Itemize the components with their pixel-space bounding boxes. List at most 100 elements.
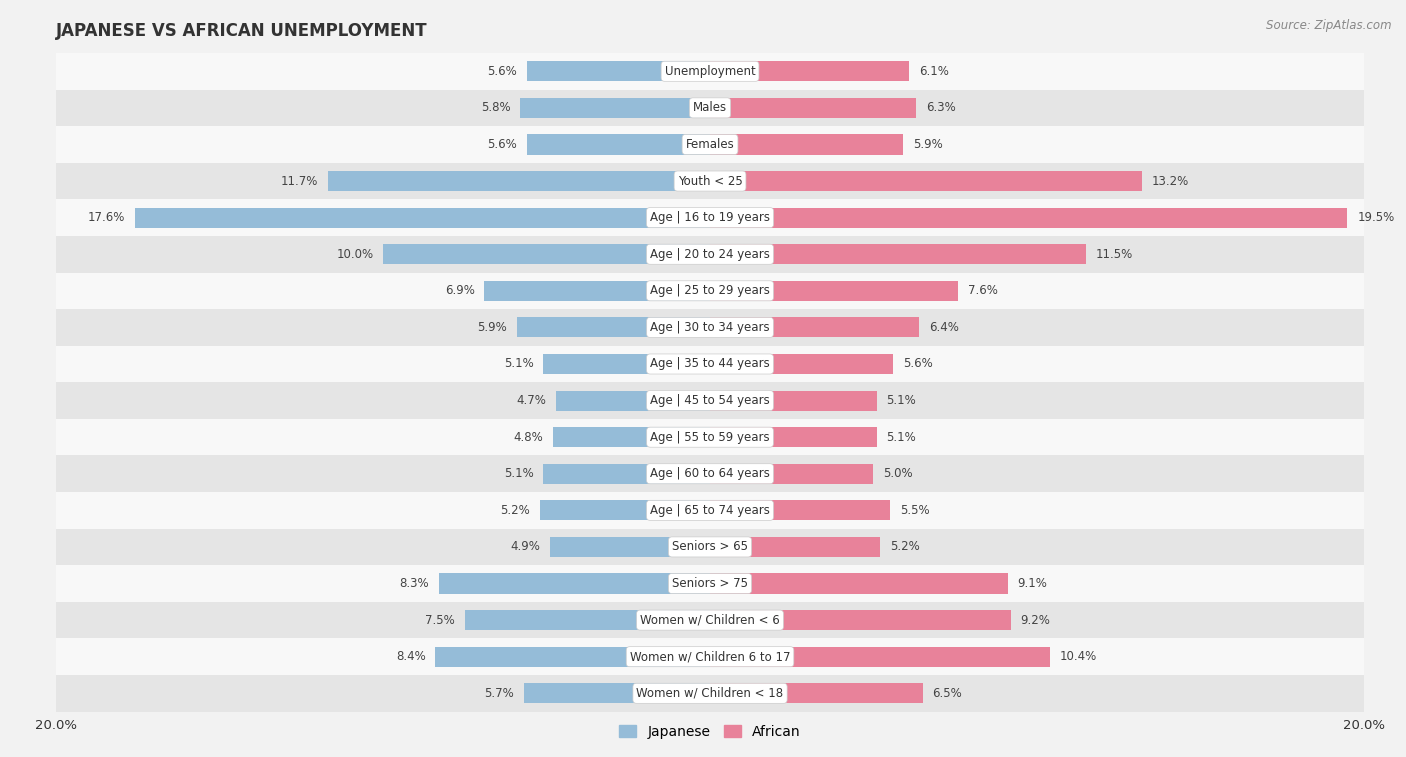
Text: 6.1%: 6.1% xyxy=(920,65,949,78)
Text: Age | 16 to 19 years: Age | 16 to 19 years xyxy=(650,211,770,224)
Bar xyxy=(382,245,710,264)
Text: Age | 30 to 34 years: Age | 30 to 34 years xyxy=(650,321,770,334)
Bar xyxy=(56,236,1364,273)
Bar xyxy=(56,163,1364,199)
Bar xyxy=(527,61,710,81)
Bar xyxy=(56,456,1364,492)
Bar xyxy=(56,419,1364,456)
Text: 4.9%: 4.9% xyxy=(510,540,540,553)
Bar xyxy=(710,281,959,301)
Bar xyxy=(710,171,1142,191)
Bar xyxy=(135,207,710,228)
Text: 10.0%: 10.0% xyxy=(336,248,374,260)
Text: 5.8%: 5.8% xyxy=(481,101,510,114)
Bar xyxy=(543,464,710,484)
Text: 5.1%: 5.1% xyxy=(503,357,533,370)
Bar xyxy=(56,565,1364,602)
Text: 5.6%: 5.6% xyxy=(488,65,517,78)
Bar xyxy=(710,500,890,520)
Bar xyxy=(553,427,710,447)
Text: Seniors > 65: Seniors > 65 xyxy=(672,540,748,553)
Bar xyxy=(550,537,710,557)
Text: Youth < 25: Youth < 25 xyxy=(678,175,742,188)
Bar xyxy=(56,273,1364,309)
Text: 6.4%: 6.4% xyxy=(929,321,959,334)
Bar xyxy=(523,684,710,703)
Bar xyxy=(436,646,710,667)
Text: Males: Males xyxy=(693,101,727,114)
Text: Seniors > 75: Seniors > 75 xyxy=(672,577,748,590)
Text: 5.1%: 5.1% xyxy=(887,431,917,444)
Bar xyxy=(465,610,710,630)
Bar xyxy=(527,135,710,154)
Bar xyxy=(485,281,710,301)
Text: 4.8%: 4.8% xyxy=(513,431,543,444)
Bar xyxy=(517,317,710,338)
Legend: Japanese, African: Japanese, African xyxy=(614,719,806,744)
Bar xyxy=(56,602,1364,638)
Bar xyxy=(56,126,1364,163)
Bar xyxy=(439,574,710,593)
Bar xyxy=(56,199,1364,236)
Bar xyxy=(56,492,1364,528)
Text: 8.3%: 8.3% xyxy=(399,577,429,590)
Bar xyxy=(710,574,1008,593)
Text: 4.7%: 4.7% xyxy=(517,394,547,407)
Bar xyxy=(710,427,877,447)
Bar xyxy=(710,354,893,374)
Text: Age | 45 to 54 years: Age | 45 to 54 years xyxy=(650,394,770,407)
Text: Age | 25 to 29 years: Age | 25 to 29 years xyxy=(650,285,770,298)
Bar xyxy=(56,346,1364,382)
Text: 7.6%: 7.6% xyxy=(969,285,998,298)
Bar xyxy=(56,638,1364,675)
Bar xyxy=(710,391,877,410)
Text: 8.4%: 8.4% xyxy=(396,650,426,663)
Text: Women w/ Children < 6: Women w/ Children < 6 xyxy=(640,614,780,627)
Text: 5.2%: 5.2% xyxy=(890,540,920,553)
Bar xyxy=(328,171,710,191)
Bar xyxy=(710,646,1050,667)
Text: 13.2%: 13.2% xyxy=(1152,175,1188,188)
Bar xyxy=(710,245,1085,264)
Bar xyxy=(557,391,710,410)
Text: JAPANESE VS AFRICAN UNEMPLOYMENT: JAPANESE VS AFRICAN UNEMPLOYMENT xyxy=(56,22,427,40)
Bar xyxy=(710,537,880,557)
Text: 6.9%: 6.9% xyxy=(444,285,475,298)
Text: Age | 60 to 64 years: Age | 60 to 64 years xyxy=(650,467,770,480)
Text: 5.5%: 5.5% xyxy=(900,504,929,517)
Text: 11.5%: 11.5% xyxy=(1095,248,1133,260)
Text: Women w/ Children 6 to 17: Women w/ Children 6 to 17 xyxy=(630,650,790,663)
Bar xyxy=(710,684,922,703)
Bar xyxy=(56,53,1364,89)
Text: 5.9%: 5.9% xyxy=(478,321,508,334)
Text: Age | 20 to 24 years: Age | 20 to 24 years xyxy=(650,248,770,260)
Bar xyxy=(56,89,1364,126)
Text: 6.5%: 6.5% xyxy=(932,687,962,699)
Text: 5.9%: 5.9% xyxy=(912,138,942,151)
Bar xyxy=(710,207,1347,228)
Bar xyxy=(710,135,903,154)
Text: 5.6%: 5.6% xyxy=(903,357,932,370)
Text: Age | 35 to 44 years: Age | 35 to 44 years xyxy=(650,357,770,370)
Bar xyxy=(540,500,710,520)
Text: Age | 55 to 59 years: Age | 55 to 59 years xyxy=(650,431,770,444)
Text: Women w/ Children < 18: Women w/ Children < 18 xyxy=(637,687,783,699)
Bar xyxy=(710,317,920,338)
Bar xyxy=(710,98,915,118)
Text: 10.4%: 10.4% xyxy=(1060,650,1097,663)
Text: 5.1%: 5.1% xyxy=(887,394,917,407)
Bar xyxy=(520,98,710,118)
Text: 5.0%: 5.0% xyxy=(883,467,912,480)
Bar xyxy=(543,354,710,374)
Text: 5.7%: 5.7% xyxy=(484,687,515,699)
Text: 5.2%: 5.2% xyxy=(501,504,530,517)
Text: Age | 65 to 74 years: Age | 65 to 74 years xyxy=(650,504,770,517)
Text: Source: ZipAtlas.com: Source: ZipAtlas.com xyxy=(1267,19,1392,32)
Bar xyxy=(710,464,873,484)
Text: 7.5%: 7.5% xyxy=(425,614,456,627)
Text: 9.1%: 9.1% xyxy=(1018,577,1047,590)
Text: 19.5%: 19.5% xyxy=(1357,211,1395,224)
Bar xyxy=(56,528,1364,565)
Text: Unemployment: Unemployment xyxy=(665,65,755,78)
Text: 11.7%: 11.7% xyxy=(280,175,318,188)
